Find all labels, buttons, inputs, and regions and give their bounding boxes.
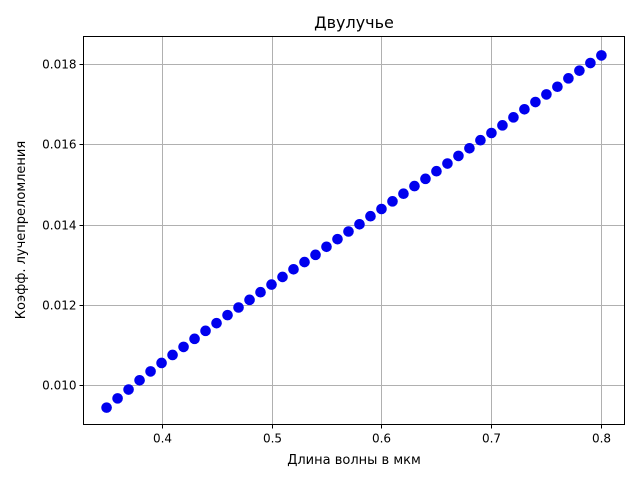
x-tick-label: 0.6: [372, 432, 391, 446]
y-axis: 0.010 0.012 0.014 0.016 0.018: [42, 58, 84, 393]
data-point: [222, 309, 233, 321]
data-point: [332, 233, 343, 245]
data-point: [475, 134, 486, 146]
data-point: [189, 333, 200, 345]
data-point: [431, 165, 442, 177]
data-point: [563, 73, 574, 84]
data-point: [442, 158, 453, 169]
data-point: [453, 150, 464, 162]
data-point: [552, 81, 563, 93]
data-point: [596, 50, 607, 61]
data-point: [288, 264, 299, 275]
data-point: [464, 142, 475, 154]
grid: [83, 36, 625, 425]
data-point: [211, 317, 222, 329]
data-point: [321, 241, 332, 253]
y-tick-label: 0.014: [42, 219, 76, 233]
y-tick-label: 0.018: [42, 58, 76, 72]
x-tick-label: 0.7: [482, 432, 501, 446]
data-point: [398, 188, 409, 200]
data-point: [266, 279, 277, 290]
data-point: [387, 196, 398, 207]
y-tick-label: 0.010: [42, 379, 76, 393]
data-point: [585, 57, 596, 69]
data-point: [244, 294, 255, 306]
plot-frame: [83, 36, 625, 425]
data-point: [376, 203, 387, 215]
chart-title: Двулучье: [314, 13, 394, 32]
data-point: [508, 112, 519, 123]
x-axis-label: Длина волны в мкм: [287, 453, 421, 468]
data-point: [255, 286, 266, 298]
data-point: [409, 180, 420, 192]
data-points: [101, 50, 607, 413]
data-point: [134, 374, 145, 386]
y-axis-label: Коэфф. лучепреломления: [14, 141, 29, 319]
data-point: [156, 357, 167, 369]
data-point: [178, 341, 189, 353]
data-point: [343, 226, 354, 237]
y-tick-label: 0.016: [42, 138, 76, 152]
x-tick-label: 0.4: [153, 432, 172, 446]
data-point: [112, 393, 123, 404]
data-point: [200, 325, 211, 337]
y-tick-label: 0.012: [42, 299, 76, 313]
data-point: [101, 402, 112, 413]
data-point: [354, 218, 365, 230]
data-point: [277, 271, 288, 283]
data-point: [145, 366, 156, 377]
data-point: [123, 384, 134, 395]
data-point: [167, 349, 178, 361]
x-tick-label: 0.5: [263, 432, 282, 446]
data-point: [420, 173, 431, 185]
data-point: [541, 89, 552, 100]
data-point: [574, 65, 585, 76]
data-point: [299, 256, 310, 268]
data-point: [310, 249, 321, 261]
x-axis: 0.4 0.5 0.6 0.7 0.8: [153, 424, 611, 446]
data-point: [519, 103, 530, 115]
x-tick-label: 0.8: [592, 432, 611, 446]
data-point: [530, 96, 541, 108]
data-point: [497, 120, 508, 131]
data-point: [365, 210, 376, 222]
data-point: [233, 302, 244, 313]
data-point: [486, 127, 497, 139]
